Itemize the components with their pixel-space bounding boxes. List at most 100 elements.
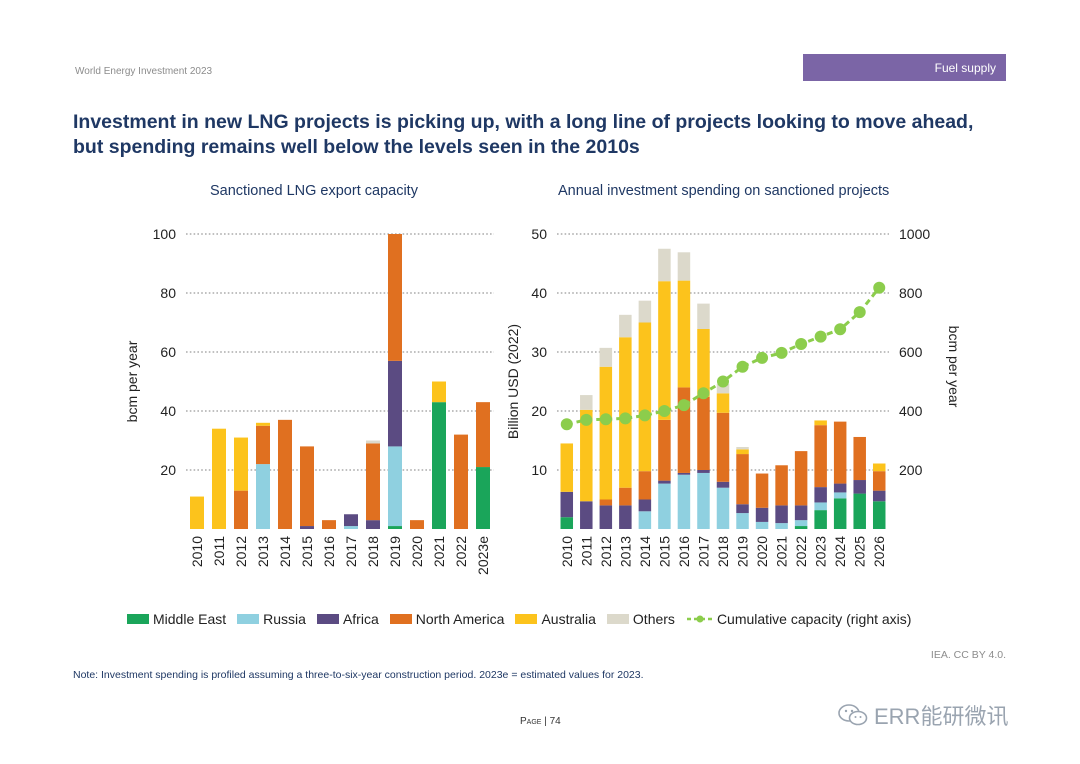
capacity-bar-north-america-2018 — [366, 443, 380, 521]
cumulative-point-2015 — [658, 405, 671, 417]
capacity-bar-north-america-2020 — [410, 520, 424, 529]
legend-swatch — [127, 614, 149, 624]
investment-bar-north-america-2020 — [755, 473, 769, 508]
investment-bar-russia-2019 — [736, 513, 749, 529]
capacity-xtick-label: 2019 — [387, 536, 403, 567]
capacity-xtick-label: 2015 — [299, 536, 315, 567]
investment-bar-africa-2015 — [658, 480, 671, 484]
investment-bar-australia-2014 — [638, 322, 652, 472]
investment-bar-africa-2017 — [697, 470, 710, 473]
cumulative-point-2025 — [853, 306, 866, 319]
investment-bar-africa-2024 — [833, 483, 847, 493]
cumulative-point-2023 — [814, 330, 827, 343]
capacity-bar-australia-2013 — [256, 422, 270, 426]
investment-xtick-label: 2023 — [813, 536, 829, 567]
investment-bar-north-america-2022 — [794, 451, 808, 506]
capacity-ylabel: bcm per year — [124, 340, 140, 422]
investment-bar-others-2015 — [658, 248, 671, 282]
legend-label: Cumulative capacity (right axis) — [716, 611, 912, 627]
investment-bar-north-america-2014 — [638, 471, 652, 500]
cumulative-point-2021 — [775, 346, 788, 359]
chart2-title: Annual investment spending on sanctioned… — [558, 183, 890, 199]
investment-ytick-label: 10 — [531, 462, 547, 478]
investment-ytick-label: 50 — [531, 226, 547, 242]
investment-xtick-label: 2010 — [559, 536, 575, 567]
capacity-bar-others-2018 — [366, 440, 380, 444]
investment-bar-africa-2012 — [599, 505, 613, 529]
page-label: Page — [520, 716, 542, 727]
investment-xtick-label: 2011 — [578, 536, 594, 566]
investment-xtick-label: 2015 — [656, 536, 672, 567]
page-title: Investment in new LNG projects is pickin… — [73, 111, 974, 158]
investment-bar-russia-2023 — [814, 502, 827, 511]
capacity-bar-africa-2017 — [344, 514, 358, 527]
capacity-xtick-label: 2013 — [255, 536, 271, 567]
investment-xtick-label: 2020 — [754, 536, 770, 567]
investment-bar-north-america-2018 — [716, 412, 730, 482]
capacity-ytick-label: 20 — [160, 462, 176, 478]
investment-bar-north-america-2023 — [814, 425, 827, 488]
investment-bar-middle-east-2025 — [853, 493, 866, 529]
legend-item-cumulative-capacity: Cumulative capacity (right axis) — [686, 611, 912, 627]
investment-y2tick-label: 600 — [899, 344, 923, 360]
investment-xtick-label: 2019 — [735, 536, 751, 567]
capacity-bar-australia-2010 — [190, 496, 204, 529]
investment-xtick-label: 2018 — [715, 536, 731, 567]
investment-ylabel: Billion USD (2022) — [505, 324, 521, 439]
capacity-bar-north-america-2012 — [234, 490, 248, 529]
legend-swatch — [237, 614, 260, 624]
investment-bar-russia-2022 — [794, 520, 808, 527]
capacity-bar-north-america-2015 — [300, 446, 314, 527]
cumulative-point-2010 — [560, 418, 573, 431]
capacity-bar-russia-2017 — [344, 526, 358, 529]
investment-bar-middle-east-2024 — [833, 498, 847, 529]
investment-ytick-label: 20 — [531, 403, 547, 419]
capacity-bar-russia-2013 — [256, 464, 270, 529]
legend-item-russia: Russia — [237, 611, 306, 627]
investment-bar-north-america-2026 — [872, 471, 886, 491]
investment-ytick-label: 40 — [531, 285, 547, 301]
legend-label: Africa — [342, 611, 379, 627]
investment-bar-africa-2021 — [775, 505, 788, 524]
investment-bar-australia-2012 — [599, 366, 613, 500]
investment-xtick-label: 2014 — [637, 536, 653, 567]
capacity-bar-north-america-2014 — [278, 419, 292, 529]
investment-bar-russia-2024 — [833, 492, 847, 499]
cumulative-point-2016 — [677, 399, 690, 412]
investment-bar-others-2017 — [697, 303, 710, 329]
capacity-ytick-label: 40 — [160, 403, 176, 419]
cumulative-point-2020 — [756, 351, 769, 364]
investment-bar-russia-2018 — [716, 487, 730, 529]
investment-y2tick-label: 400 — [899, 403, 923, 419]
report-name: World Energy Investment 2023 — [75, 66, 213, 77]
capacity-xtick-label: 2012 — [233, 536, 249, 567]
investment-bar-africa-2019 — [736, 504, 749, 514]
section-tab[interactable]: Fuel supply — [803, 54, 1006, 81]
investment-bar-australia-2023 — [814, 420, 827, 426]
investment-xtick-label: 2025 — [852, 536, 868, 567]
investment-y2tick-label: 200 — [899, 462, 923, 478]
investment-xtick-label: 2016 — [676, 536, 692, 567]
cumulative-point-2017 — [697, 387, 710, 400]
investment-bar-middle-east-2026 — [872, 501, 886, 529]
investment-xtick-label: 2013 — [617, 536, 633, 567]
investment-bar-russia-2020 — [755, 521, 769, 529]
legend-swatch — [606, 614, 629, 624]
capacity-ytick-label: 100 — [153, 226, 177, 242]
watermark: ERR能研微讯 — [838, 699, 1008, 731]
capacity-xtick-label: 2016 — [321, 536, 337, 567]
investment-bar-australia-2019 — [736, 449, 749, 455]
capacity-bar-russia-2019 — [388, 446, 402, 527]
investment-bar-north-america-2017 — [697, 396, 710, 470]
legend-label: Others — [632, 611, 675, 627]
investment-bar-middle-east-2022 — [794, 526, 808, 529]
investment-y2label: bcm per year — [946, 326, 962, 408]
cumulative-point-2018 — [717, 375, 729, 388]
legend-item-middle-east: Middle East — [127, 611, 226, 627]
investment-bar-australia-2010 — [560, 443, 574, 492]
investment-bar-russia-2016 — [677, 474, 691, 529]
investment-bar-africa-2026 — [872, 490, 886, 502]
cumulative-point-2024 — [834, 323, 847, 336]
capacity-bar-middle-east-2021 — [432, 402, 446, 529]
investment-bar-africa-2013 — [619, 505, 632, 529]
